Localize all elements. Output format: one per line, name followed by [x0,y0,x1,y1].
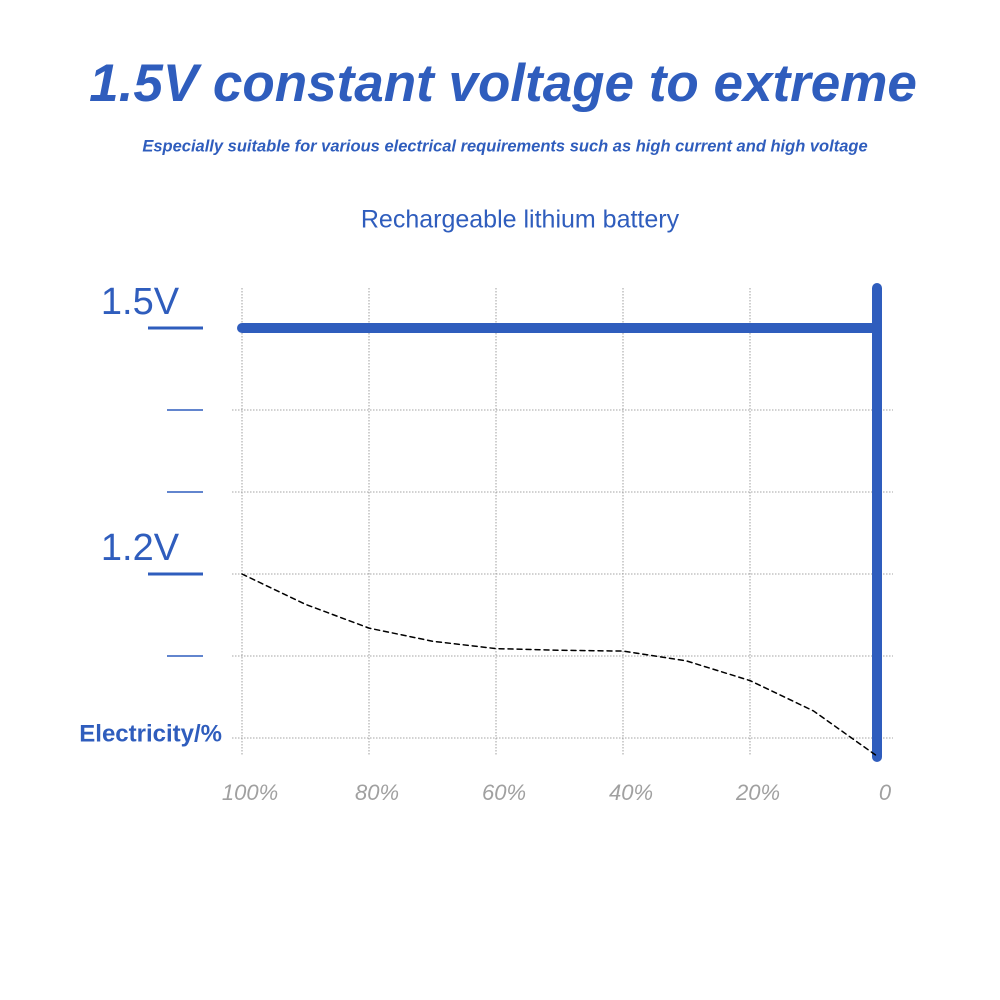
x-tick-label: 80% [355,780,399,805]
y-tick-label: 1.2V [101,527,180,569]
x-tick-label: 60% [482,780,526,805]
y-tick-label: 1.5V [101,281,180,323]
chart-title: Rechargeable lithium battery [361,206,680,234]
x-tick-label: 40% [609,780,653,805]
subtitle: Especially suitable for various electric… [142,137,867,155]
x-tick-label: 100% [222,780,278,805]
x-tick-label: 20% [735,780,780,805]
series-line [241,573,878,757]
x-axis-label: Electricity/% [79,720,222,747]
page-title: 1.5V constant voltage to extreme [89,54,917,113]
x-tick-label: 0 [879,780,892,805]
